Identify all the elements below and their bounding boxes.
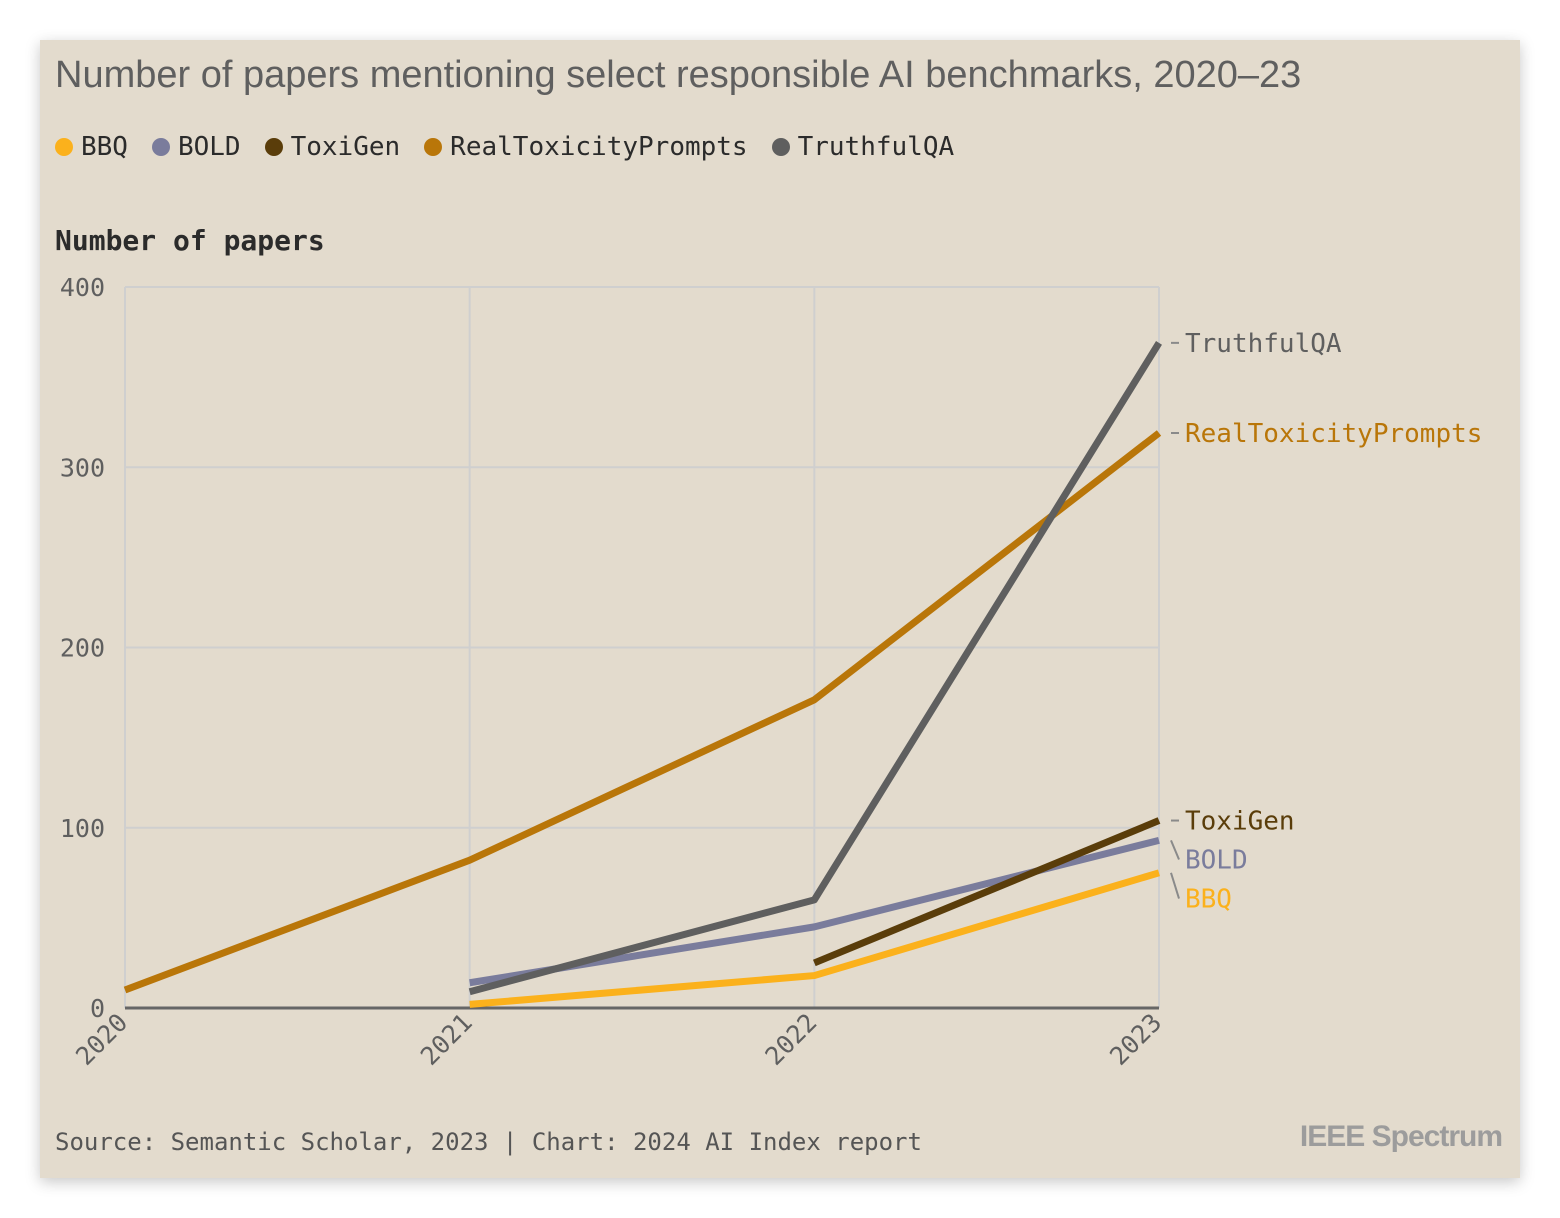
end-label-realtoxicityprompts: RealToxicityPrompts [1185,419,1482,449]
legend-item-bold: BOLD [151,132,241,162]
legend-label: TruthfulQA [797,132,955,162]
legend-swatch [424,138,443,156]
x-tick-label: 2023 [1104,1008,1167,1071]
y-tick-label: 300 [60,453,105,482]
legend-item-toxigen: ToxiGen [264,132,401,162]
legend-item-bbq: BBQ [55,132,128,162]
series-line-bbq [469,869,1160,1008]
end-label-connector [1170,839,1180,860]
chart-title: Number of papers mentioning select respo… [55,54,1302,96]
legend-swatch [264,138,283,156]
y-axis-label: Number of papers [55,224,325,257]
y-tick-label: 200 [60,634,105,663]
brand-logo: IEEE Spectrum [1299,1120,1503,1153]
series-line-toxigen [812,817,1161,967]
legend-label: BOLD [177,132,241,162]
series-line-truthfulqa [468,341,1162,996]
chart-card: Number of papers mentioning select respo… [40,40,1520,1178]
y-tick-label: 400 [60,273,105,302]
end-label-bbq: BBQ [1185,885,1232,915]
y-tick-label: 0 [90,994,105,1023]
x-tick-label: 2021 [415,1008,478,1071]
end-label-truthfulqa: TruthfulQA [1185,329,1342,359]
y-tick-label: 100 [60,814,105,843]
legend-item-realtoxicityprompts: RealToxicityPrompts [424,132,748,162]
source-note: Source: Semantic Scholar, 2023 | Chart: … [55,1128,922,1156]
legend-swatch [55,138,73,156]
series-line-realtoxicityprompts [123,430,1162,994]
legend-label: BBQ [81,132,128,162]
legend-label: RealToxicityPrompts [450,132,748,162]
x-tick-label: 2022 [759,1008,822,1071]
legend: BBQ BOLD ToxiGen RealToxicityPrompts Truthfu… [55,132,978,162]
legend-swatch [151,138,170,156]
legend-item-truthfulqa: TruthfulQA [771,132,955,162]
end-label-bold: BOLD [1185,846,1248,876]
end-label-toxigen: ToxiGen [1185,807,1295,837]
legend-label: ToxiGen [290,132,401,162]
end-label-connector [1170,872,1180,899]
legend-swatch [771,138,790,156]
